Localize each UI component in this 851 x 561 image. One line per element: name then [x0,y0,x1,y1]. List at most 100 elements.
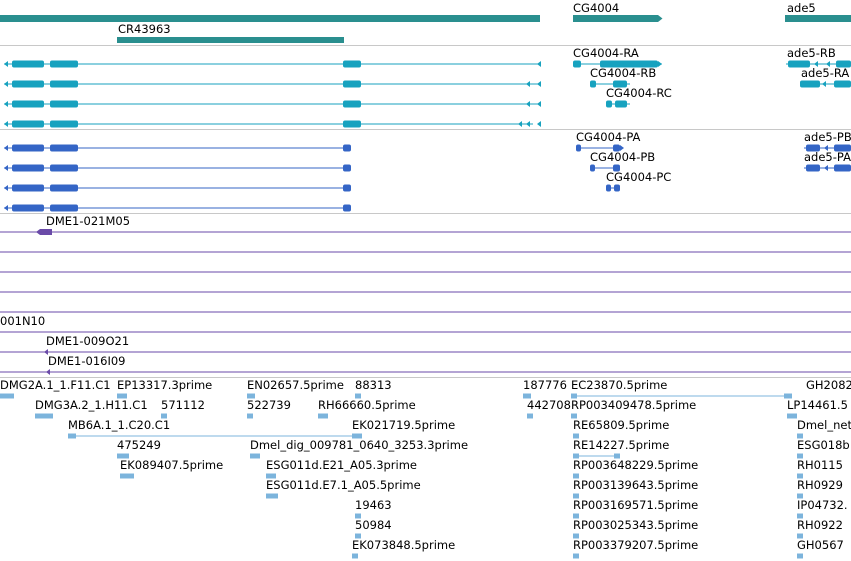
protein-label-ade5-pa[interactable]: ade5-PA [804,150,851,164]
transcript-exon[interactable] [343,100,361,108]
est-label-ek089407[interactable]: EK089407.5prime [120,458,224,472]
transcript-end-arrow[interactable] [537,61,541,67]
cds-exon[interactable] [12,184,44,192]
est-label-mb6a[interactable]: MB6A.1_1.C20.C1 [68,418,171,432]
est-label-dmel-dig[interactable]: Dmel_dig_009781_0640_3253.3prime [250,438,469,452]
cds-exon[interactable] [50,204,78,212]
clone-label-dme1-021m05[interactable]: DME1-021M05 [46,214,131,228]
est-label-ek073848[interactable]: EK073848.5prime [352,538,456,552]
transcript-end-arrow[interactable] [537,81,541,87]
est-glyph[interactable] [35,413,53,419]
transcript-exon[interactable] [613,80,627,88]
gene-label-ade5[interactable]: ade5 [787,1,816,15]
est-label-esg011d-e21[interactable]: ESG011d.E21_A05.3prime [266,458,418,472]
est-glyph[interactable] [573,493,579,499]
transcript-exon[interactable] [606,100,612,108]
est-glyph[interactable] [120,473,134,479]
cds-strand-arrow[interactable] [4,185,8,191]
est-label-re65809[interactable]: RE65809.5prime [573,418,670,432]
transcript-label-cg4004-rc[interactable]: CG4004-RC [606,86,672,100]
transcript-exon[interactable] [788,60,810,68]
est-label-rp003648229[interactable]: RP003648229.5prime [573,458,699,472]
est-glyph[interactable] [523,393,531,399]
est-glyph[interactable] [355,393,361,399]
transcript-exon[interactable] [12,60,44,68]
est-label-ep13317[interactable]: EP13317.3prime [117,378,213,392]
est-label-ek021719[interactable]: EK021719.5prime [352,418,456,432]
cds-strand-arrow[interactable] [824,145,828,151]
est-glyph[interactable] [797,553,803,559]
est-glyph[interactable] [573,433,579,439]
transcript-strand-arrow[interactable] [4,61,8,67]
est-label-rh0929[interactable]: RH0929 [797,478,843,492]
transcript-strand-arrow[interactable] [658,61,662,67]
est-label-522739[interactable]: 522739 [247,398,291,412]
est-label-ec23870[interactable]: EC23870.5prime [571,378,668,392]
cds-exon[interactable] [806,164,820,172]
clone-label-dme1-009o21[interactable]: DME1-009O21 [46,334,130,348]
est-label-dmg3a[interactable]: DMG3A.2_1.H11.C1 [35,398,148,412]
transcript-exon[interactable] [343,80,361,88]
est-label-re14227[interactable]: RE14227.5prime [573,438,670,452]
protein-label-cg4004-pb[interactable]: CG4004-PB [590,150,656,164]
transcript-exon[interactable] [12,100,44,108]
est-glyph[interactable] [266,493,278,499]
est-label-dmel-net[interactable]: Dmel_net [797,418,851,432]
cds-exon[interactable] [12,144,44,152]
est-label-rp003409478[interactable]: RP003409478.5prime [571,398,697,412]
est-glyph[interactable] [117,453,129,459]
transcript-exon[interactable] [12,120,44,128]
cds-exon[interactable] [834,164,851,172]
cds-strand-arrow[interactable] [620,145,624,151]
cds-exon[interactable] [590,164,595,172]
cds-exon[interactable] [806,144,820,152]
est-glyph[interactable] [797,433,803,439]
clone-end-block[interactable] [40,229,52,235]
clone-end-arrow[interactable] [36,229,40,235]
cds-exon[interactable] [834,144,851,152]
est-glyph[interactable] [784,393,792,399]
clone-label-dme1-016i09[interactable]: DME1-016I09 [48,354,126,368]
est-label-lp14461[interactable]: LP14461.5 [787,398,848,412]
gene-strand-arrow[interactable] [658,15,663,22]
cds-exon[interactable] [12,164,44,172]
transcript-strand-arrow[interactable] [826,61,830,67]
est-label-475249[interactable]: 475249 [117,438,161,452]
transcript-end-arrow[interactable] [526,81,530,87]
est-label-gh0567[interactable]: GH0567 [797,538,844,552]
est-glyph[interactable] [527,413,533,419]
est-glyph[interactable] [355,533,361,539]
est-glyph[interactable] [614,453,620,459]
transcript-end-arrow[interactable] [518,121,522,127]
est-glyph[interactable] [247,393,255,399]
est-glyph[interactable] [797,473,803,479]
est-glyph[interactable] [787,413,797,419]
transcript-end-arrow[interactable] [537,121,541,127]
cds-exon[interactable] [343,164,351,172]
est-label-rh0922[interactable]: RH0922 [797,518,843,532]
est-glyph[interactable] [797,453,803,459]
est-glyph[interactable] [352,553,358,559]
est-glyph[interactable] [573,473,579,479]
est-label-esg018b[interactable]: ESG018b [797,438,850,452]
transcript-strand-arrow[interactable] [4,81,8,87]
transcript-strand-arrow[interactable] [4,121,8,127]
transcript-exon[interactable] [50,60,78,68]
transcript-label-ade5-rb[interactable]: ade5-RB [787,46,836,60]
gene-glyph[interactable] [117,37,344,43]
transcript-exon[interactable] [343,60,361,68]
gene-label-cr43963[interactable]: CR43963 [118,22,171,36]
est-label-en02657[interactable]: EN02657.5prime [247,378,344,392]
est-label-rp003139643[interactable]: RP003139643.5prime [573,478,699,492]
est-glyph[interactable] [573,533,579,539]
transcript-exon[interactable] [590,80,596,88]
est-glyph[interactable] [250,453,260,459]
cds-exon[interactable] [613,144,620,152]
est-label-442708[interactable]: 442708 [527,398,571,412]
transcript-exon[interactable] [600,60,658,68]
cds-strand-arrow[interactable] [824,165,828,171]
est-label-19463[interactable]: 19463 [355,498,392,512]
clone-end-arrow[interactable] [46,369,50,375]
